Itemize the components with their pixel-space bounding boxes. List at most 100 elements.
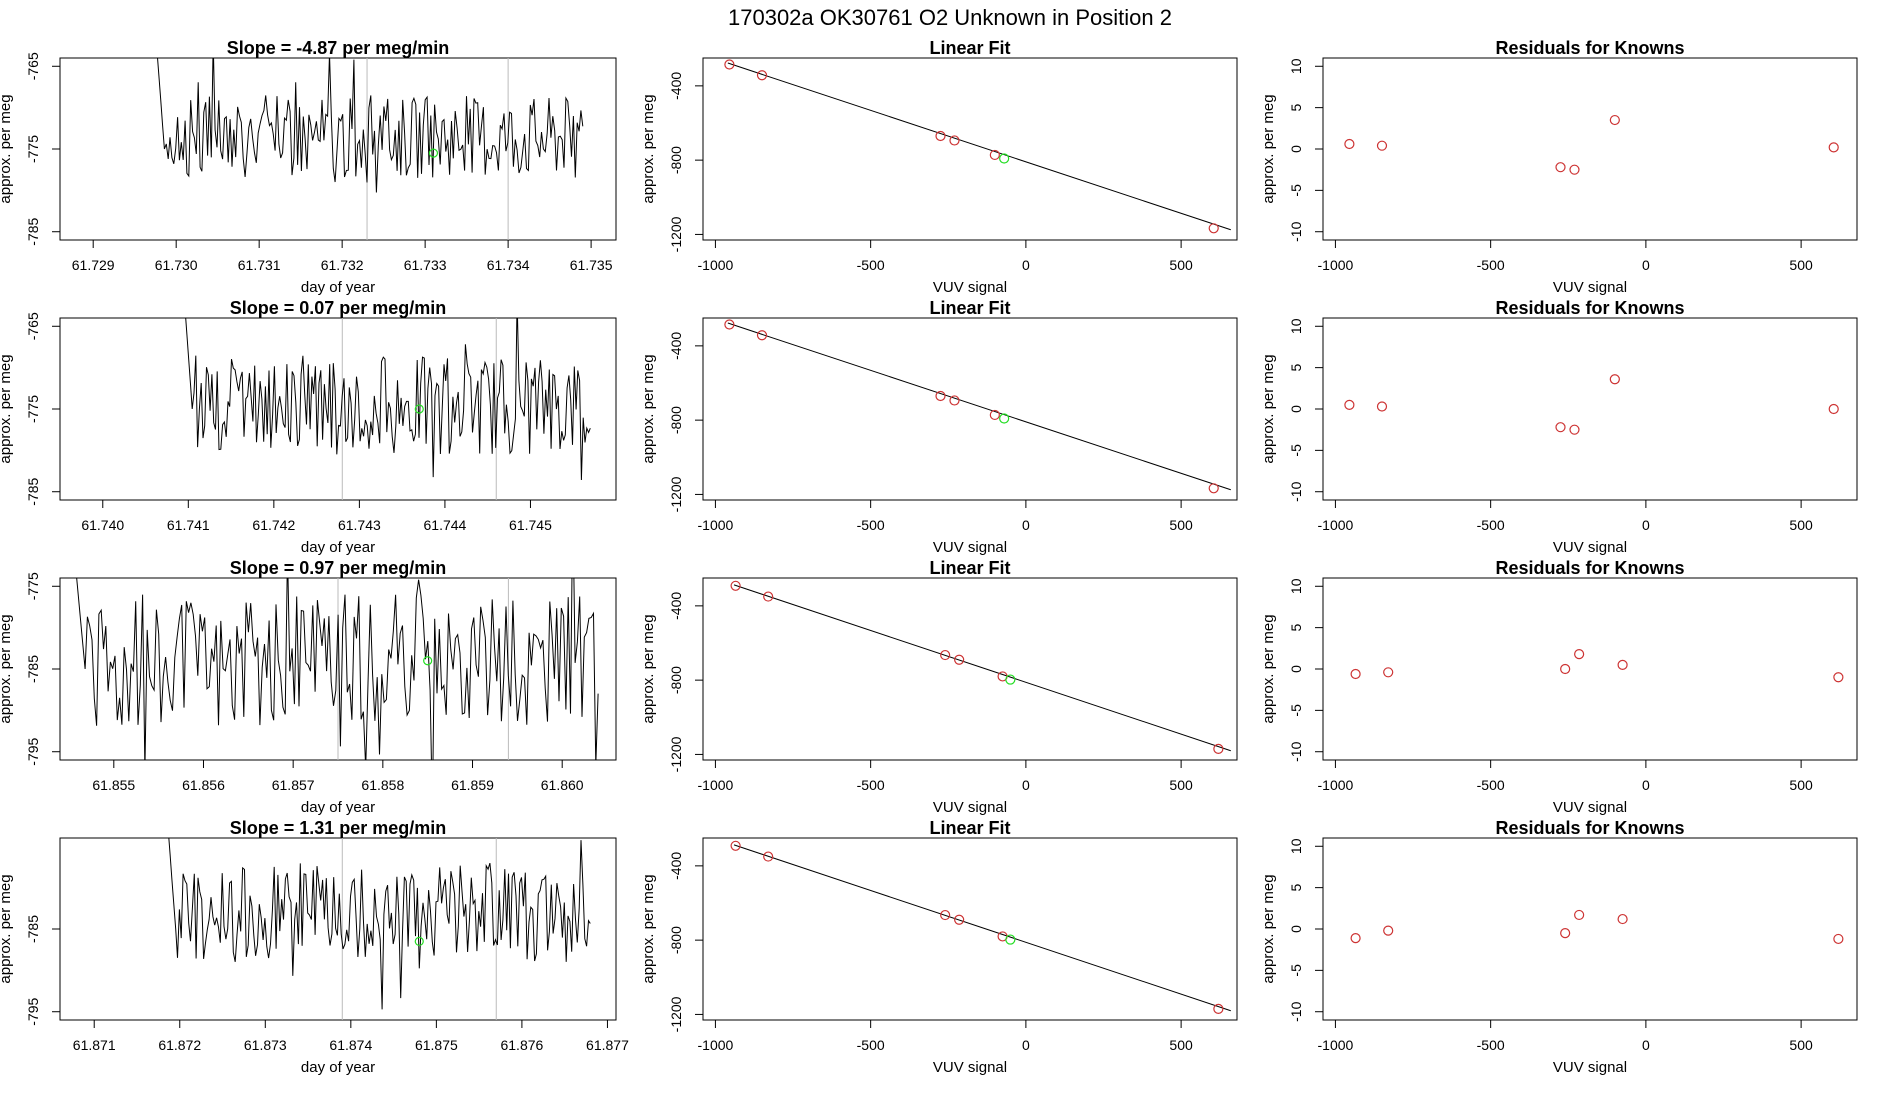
residual-point <box>1376 140 1388 151</box>
residual-point <box>1833 933 1844 945</box>
residual-point <box>1574 649 1585 660</box>
unknown-point <box>999 413 1010 424</box>
x-tick-label: 500 <box>1169 517 1193 533</box>
plot-title: Linear Fit <box>929 298 1010 318</box>
x-tick-label: 61.729 <box>72 257 115 273</box>
x-tick-label: -1000 <box>1318 1037 1354 1053</box>
x-tick-label: 61.741 <box>167 517 210 533</box>
unknown-point <box>414 936 424 947</box>
residual-point <box>1828 142 1839 153</box>
y-tick-label: -10 <box>1288 741 1304 761</box>
y-tick-label: -765 <box>25 52 41 80</box>
x-tick-label: -1000 <box>698 777 734 793</box>
y-axis-label: approx. per meg <box>1260 354 1277 463</box>
plot-title: Slope = 0.07 per meg/min <box>230 298 447 318</box>
y-tick-label: -10 <box>1288 481 1304 501</box>
x-tick-label: -500 <box>857 517 885 533</box>
plot-frame <box>1322 577 1858 761</box>
x-tick-label: 61.743 <box>338 517 381 533</box>
x-tick-label: 61.877 <box>586 1037 629 1053</box>
x-tick-label: 61.855 <box>92 777 135 793</box>
x-tick-label: 500 <box>1789 257 1813 273</box>
plot-frame <box>702 837 1238 1021</box>
plot-area <box>1344 374 1839 435</box>
x-tick-label: 61.742 <box>252 517 295 533</box>
x-tick-label: 61.734 <box>487 257 530 273</box>
y-tick-label: 10 <box>1288 58 1304 74</box>
panel-fit-1: Linear Fit VUV signal approx. per meg -1000… <box>640 38 1238 296</box>
known-point <box>935 130 946 142</box>
residual-point <box>1609 114 1620 126</box>
series-line <box>157 58 584 193</box>
x-tick-label: 0 <box>1642 1037 1650 1053</box>
main-title: 170302a OK30761 O2 Unknown in Position 2 <box>728 5 1172 30</box>
residual-point <box>1383 925 1394 936</box>
x-axis-label: day of year <box>301 1059 375 1076</box>
x-tick-label: 0 <box>1022 257 1030 273</box>
known-point <box>940 909 951 921</box>
y-tick-label: -800 <box>668 406 684 434</box>
x-tick-label: -500 <box>1477 257 1505 273</box>
plot-title: Residuals for Knowns <box>1495 38 1684 58</box>
x-tick-label: 500 <box>1789 517 1813 533</box>
plot-frame <box>1322 57 1858 241</box>
known-point <box>1208 223 1219 234</box>
unknown-point <box>1005 934 1016 945</box>
x-tick-label: 0 <box>1022 517 1030 533</box>
known-point <box>763 851 774 862</box>
y-tick-label: 0 <box>1288 405 1304 413</box>
series-line <box>185 318 591 481</box>
plot-area <box>724 319 1231 494</box>
panel-fit-4: Linear Fit VUV signal approx. per meg -1000… <box>640 818 1238 1076</box>
x-tick-label: -500 <box>1477 517 1505 533</box>
y-axis-label: approx. per meg <box>0 94 14 203</box>
x-tick-label: 61.735 <box>570 257 613 273</box>
x-tick-label: -500 <box>857 257 885 273</box>
residual-point <box>1569 424 1580 435</box>
known-point <box>730 580 741 591</box>
x-tick-label: 61.859 <box>451 777 494 793</box>
plot-title: Linear Fit <box>929 558 1010 578</box>
x-tick-label: 61.744 <box>424 517 467 533</box>
x-tick-label: 61.857 <box>272 777 315 793</box>
y-tick-label: 5 <box>1288 104 1304 112</box>
x-tick-label: -500 <box>857 1037 885 1053</box>
x-tick-label: -1000 <box>698 517 734 533</box>
plot-area <box>1350 909 1844 945</box>
x-tick-label: 0 <box>1022 1037 1030 1053</box>
plot-area <box>730 580 1231 754</box>
y-tick-label: 0 <box>1288 145 1304 153</box>
x-tick-label: -500 <box>1477 777 1505 793</box>
series-line <box>168 838 591 1010</box>
y-tick-label: 5 <box>1288 884 1304 892</box>
y-tick-label: -400 <box>668 852 684 880</box>
x-tick-label: 61.873 <box>244 1037 287 1053</box>
y-tick-label: 5 <box>1288 364 1304 372</box>
x-tick-label: 61.731 <box>238 257 281 273</box>
y-tick-label: -765 <box>25 312 41 340</box>
y-tick-label: 10 <box>1288 578 1304 594</box>
plot-frame <box>59 317 617 501</box>
y-tick-label: -785 <box>25 478 41 506</box>
residual-point <box>1560 928 1571 939</box>
x-tick-label: 61.740 <box>81 517 124 533</box>
x-tick-label: -1000 <box>698 257 734 273</box>
y-tick-label: -785 <box>25 655 41 683</box>
y-tick-label: -5 <box>1288 704 1304 717</box>
x-tick-label: -1000 <box>1318 257 1354 273</box>
x-tick-label: 0 <box>1022 777 1030 793</box>
plot-area <box>185 318 591 500</box>
y-axis-label: approx. per meg <box>640 874 657 983</box>
residual-point <box>1555 422 1566 433</box>
y-tick-label: -775 <box>25 572 41 600</box>
y-tick-label: -400 <box>668 592 684 620</box>
x-tick-label: -500 <box>857 777 885 793</box>
y-axis-label: approx. per meg <box>0 354 14 463</box>
known-point <box>989 409 1000 421</box>
x-tick-label: 61.871 <box>73 1037 116 1053</box>
residual-point <box>1344 138 1355 150</box>
y-axis-label: approx. per meg <box>640 94 657 203</box>
y-axis-label: approx. per meg <box>0 614 14 723</box>
plot-frame <box>59 57 617 241</box>
residual-point <box>1574 909 1585 921</box>
